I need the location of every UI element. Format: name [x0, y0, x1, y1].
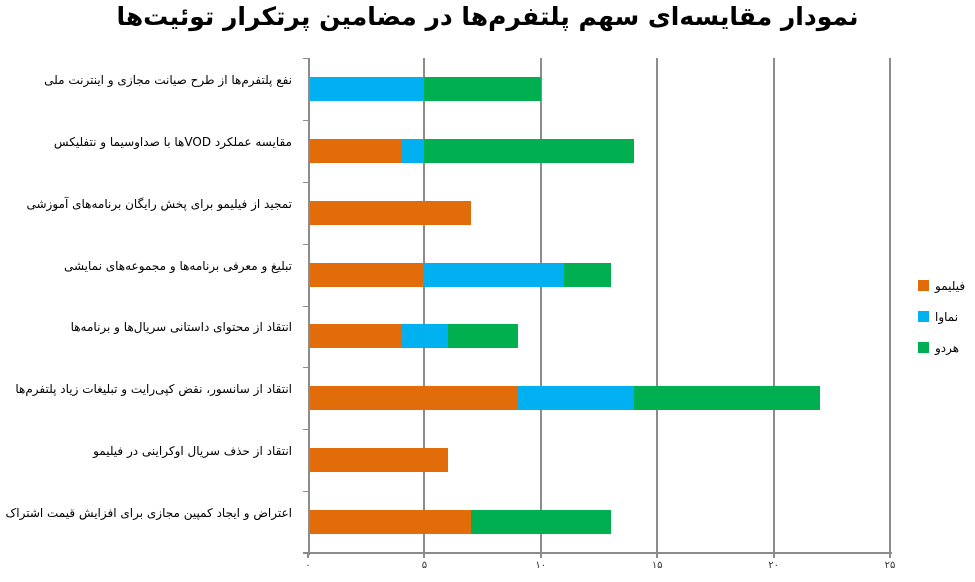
bar-segment: [470, 510, 611, 535]
x-tick: [423, 552, 426, 558]
gridline: [772, 58, 775, 553]
x-tick: [772, 552, 775, 558]
y-tick: [303, 491, 309, 493]
x-tick-label: ۱۰: [535, 560, 547, 571]
y-tick: [303, 243, 309, 245]
category-label: اعتراض و ایجاد کمپین مجازی برای افزایش ق…: [5, 506, 293, 521]
bar-segment: [308, 324, 402, 349]
y-tick: [303, 429, 309, 431]
y-tick: [303, 58, 309, 59]
legend-label: فیلیمو: [935, 278, 966, 293]
chart-title: نمودار مقایسه‌ای سهم پلتفرم‌ها در مضامین…: [116, 2, 859, 31]
bar-segment: [308, 200, 471, 225]
legend: فیلیمو نماوا هردو: [918, 270, 965, 363]
bar-segment: [447, 324, 518, 349]
x-tick-label: ۰: [305, 560, 311, 571]
bar-segment: [308, 262, 425, 287]
gridline: [889, 58, 891, 553]
x-tick: [889, 552, 891, 558]
legend-label: هردو: [935, 340, 960, 355]
plot-area: [308, 58, 891, 553]
x-tick: [656, 552, 659, 558]
category-label: تمجید از فیلیمو برای پخش رایگان برنامه‌ه…: [26, 196, 292, 211]
gridline: [539, 58, 542, 553]
x-tick-label: ۱۵: [651, 560, 663, 571]
bar-segment: [517, 386, 634, 411]
category-label: انتقاد از محتوای داستانی سریال‌ها و برنا…: [70, 320, 292, 335]
bar-segment: [424, 76, 541, 101]
legend-label: نماوا: [935, 309, 959, 324]
y-axis: [308, 58, 310, 555]
y-tick: [303, 181, 309, 183]
x-tick-label: ۲۰: [768, 560, 779, 571]
legend-item: نماوا: [918, 301, 965, 332]
bar-segment: [424, 138, 634, 163]
y-tick: [303, 553, 309, 554]
x-tick: [539, 552, 542, 558]
category-label: نفع پلتفرم‌ها از طرح صیانت مجازی و اینتر…: [44, 72, 292, 87]
bar-segment: [308, 386, 518, 411]
gridline: [656, 58, 659, 553]
bar-segment: [401, 138, 425, 163]
bar-segment: [308, 138, 402, 163]
x-tick-label: ۲۵: [884, 560, 896, 571]
x-axis: [303, 552, 892, 554]
y-tick: [303, 305, 309, 307]
category-label: انتقاد از سانسور، نقض کپی‌رایت و تبلیغات…: [15, 382, 292, 397]
gridline: [423, 58, 426, 553]
legend-item: هردو: [918, 332, 965, 363]
x-tick-label: ۵: [421, 560, 428, 571]
legend-swatch-icon: [918, 280, 929, 291]
bar-segment: [564, 262, 611, 287]
category-label: تبلیغ و معرفی برنامه‌ها و مجموعه‌های نما…: [63, 258, 292, 273]
category-label: مقایسه عملکرد VODها با صداوسیما و نتفلیک…: [53, 134, 292, 149]
bar-segment: [401, 324, 448, 349]
legend-item: فیلیمو: [918, 270, 965, 301]
bar-segment: [308, 76, 425, 101]
legend-swatch-icon: [918, 342, 929, 353]
bar-segment: [633, 386, 821, 411]
category-label: انتقاد از حذف سریال اوکراینی در فیلیمو: [93, 444, 292, 459]
y-tick: [303, 367, 309, 369]
bar-segment: [308, 448, 448, 473]
y-tick: [303, 119, 309, 121]
bar-segment: [308, 510, 471, 535]
legend-swatch-icon: [918, 311, 929, 322]
bar-segment: [424, 262, 565, 287]
x-tick: [307, 552, 309, 558]
